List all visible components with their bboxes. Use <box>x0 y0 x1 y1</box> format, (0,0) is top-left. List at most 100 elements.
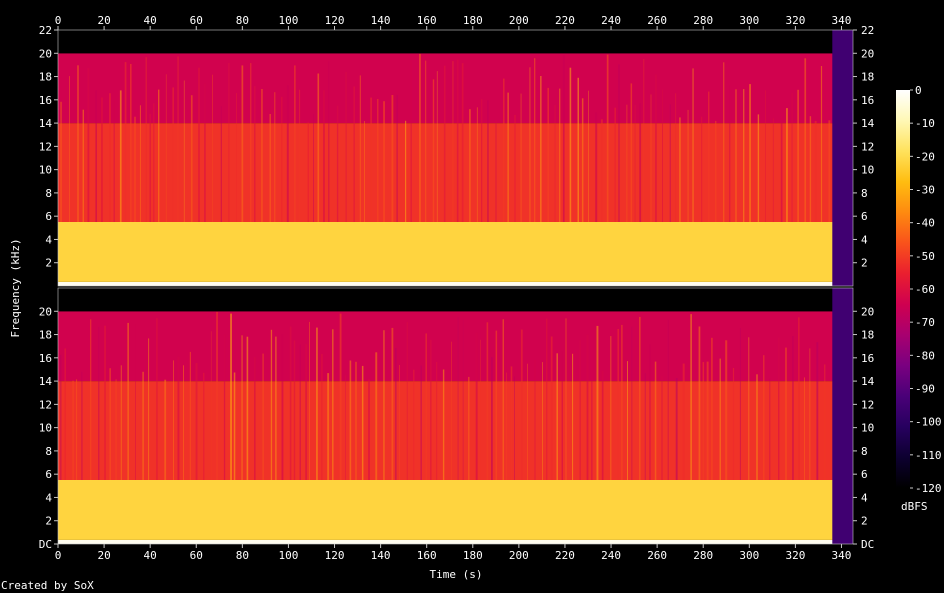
transient-streak <box>729 85 731 222</box>
transient-streak <box>550 336 553 480</box>
y-tick-label-left: 2 <box>45 257 52 270</box>
transient-streak <box>281 334 284 480</box>
transient-streak <box>183 80 185 222</box>
transient-streak <box>391 95 394 222</box>
transient-streak <box>743 89 745 222</box>
transient-streak <box>349 360 352 480</box>
transient-streak <box>399 365 400 480</box>
x-tick-label-top: 20 <box>97 14 110 27</box>
transient-streak <box>377 99 379 222</box>
transient-streak <box>336 105 339 222</box>
transient-streak <box>491 357 493 480</box>
transient-streak <box>749 84 751 222</box>
transient-streak <box>715 120 717 222</box>
y-tick-label-right: 16 <box>861 94 874 107</box>
fade-out-region <box>832 288 853 544</box>
transient-streak <box>442 369 445 480</box>
transient-streak <box>443 65 446 222</box>
transient-streak <box>798 317 800 480</box>
spectrum-band <box>58 222 853 282</box>
transient-streak <box>565 318 567 480</box>
transient-streak <box>520 329 523 480</box>
transient-streaks <box>60 53 831 223</box>
transient-streak <box>158 89 160 222</box>
transient-streak <box>316 327 318 480</box>
transient-streak <box>115 379 117 480</box>
y-tick-label-left: 12 <box>39 398 52 411</box>
transient-streak <box>420 365 422 480</box>
y-tick-label-right: 16 <box>861 352 874 365</box>
transient-streak <box>339 313 342 480</box>
x-tick-label-bottom: 120 <box>325 549 345 562</box>
transient-streak <box>436 362 438 480</box>
transient-streak <box>275 336 277 480</box>
transient-streak <box>600 119 603 222</box>
transient-streak <box>419 53 421 223</box>
transient-streak <box>824 364 826 480</box>
transient-streak <box>690 314 692 480</box>
y-tick-label-left: 4 <box>45 233 52 246</box>
transient-streak <box>203 372 205 480</box>
transient-streak <box>64 348 66 480</box>
x-tick-label-bottom: 80 <box>236 549 249 562</box>
transient-streak <box>627 361 628 480</box>
x-tick-label-bottom: 340 <box>832 549 852 562</box>
transient-streak <box>81 371 83 480</box>
transient-streak <box>814 120 817 222</box>
y-tick-label-right: 22 <box>861 24 874 37</box>
transient-streak <box>60 101 62 222</box>
x-tick-label-top: 240 <box>601 14 621 27</box>
transient-streak <box>588 90 589 222</box>
transient-streak <box>562 54 565 222</box>
y-tick-label-right: DC <box>861 538 874 551</box>
transient-streak <box>654 361 657 480</box>
transient-streak <box>230 313 232 480</box>
transient-streak <box>679 117 681 222</box>
transient-streak <box>487 100 489 222</box>
transient-streak <box>241 65 244 223</box>
transient-streak <box>149 113 151 222</box>
y-tick-label-right: 6 <box>861 210 868 223</box>
transient-streak <box>375 352 378 480</box>
x-tick-label-bottom: 60 <box>190 549 203 562</box>
transient-streak <box>109 368 111 480</box>
transient-streak <box>323 90 325 222</box>
transient-streak <box>644 373 646 480</box>
transient-streak <box>250 63 252 222</box>
transient-streak <box>778 337 780 480</box>
x-tick-label-bottom: 240 <box>601 549 621 562</box>
transient-streak <box>430 339 432 480</box>
x-tick-label-top: 320 <box>785 14 805 27</box>
colorbar-tick-label: 0 <box>915 84 922 97</box>
transient-streak <box>142 371 144 480</box>
transient-streak <box>228 63 230 222</box>
transient-streak <box>682 363 685 480</box>
colorbar-tick-label: -60 <box>915 283 935 296</box>
y-tick-label-right: 4 <box>861 233 868 246</box>
transient-streak <box>307 122 309 222</box>
transient-streak <box>772 118 774 222</box>
x-tick-label-bottom: 300 <box>739 549 759 562</box>
transient-streak <box>711 337 713 480</box>
x-tick-label-bottom: 200 <box>509 549 529 562</box>
transient-streak <box>739 328 741 480</box>
transient-streak <box>534 360 536 480</box>
y-tick-label-left: 14 <box>39 375 53 388</box>
transient-streak <box>559 88 561 222</box>
transient-streak <box>569 67 572 222</box>
transient-streak <box>289 326 292 480</box>
transient-streak <box>204 83 206 223</box>
x-axis-top: 0 20 40 60 80 100 120 140 160 180 200 220 240 260 280 3… <box>55 14 851 30</box>
colorbar-tick-label: -80 <box>915 349 935 362</box>
transient-streak <box>305 344 308 480</box>
y-tick-label-right: 14 <box>861 375 875 388</box>
y-tick-label-left: 16 <box>39 352 52 365</box>
transient-streak <box>183 365 184 480</box>
transient-streak <box>546 318 548 480</box>
transient-streak <box>364 121 365 222</box>
transient-streak <box>327 373 330 480</box>
y-tick-label-left: 10 <box>39 164 52 177</box>
transient-streak <box>556 353 558 480</box>
transient-streak <box>617 329 619 480</box>
y-axis-label: Frequency (kHz) <box>9 238 22 337</box>
